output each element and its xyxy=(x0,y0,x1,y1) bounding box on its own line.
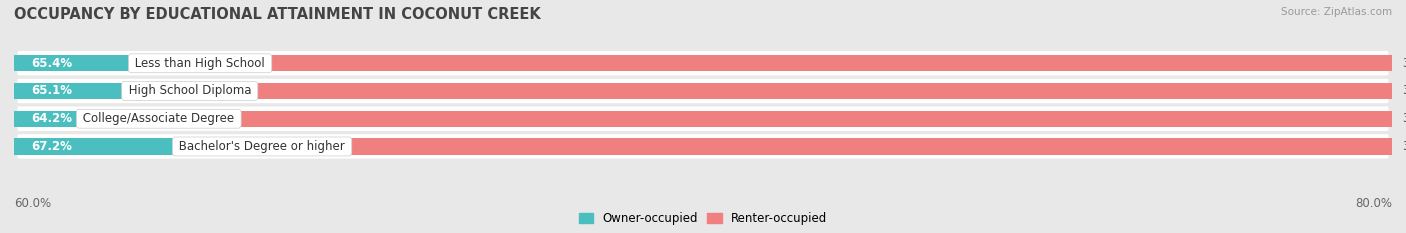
Bar xyxy=(14,138,262,154)
Text: 67.2%: 67.2% xyxy=(31,140,72,153)
Text: 34.9%: 34.9% xyxy=(1402,85,1406,97)
FancyBboxPatch shape xyxy=(17,106,1389,131)
Bar xyxy=(159,111,1392,127)
FancyBboxPatch shape xyxy=(17,79,1389,103)
Legend: Owner-occupied, Renter-occupied: Owner-occupied, Renter-occupied xyxy=(574,207,832,230)
Text: Bachelor's Degree or higher: Bachelor's Degree or higher xyxy=(176,140,349,153)
Text: 34.6%: 34.6% xyxy=(1402,57,1406,70)
Text: High School Diploma: High School Diploma xyxy=(125,85,254,97)
FancyBboxPatch shape xyxy=(17,134,1389,159)
Text: 32.8%: 32.8% xyxy=(1402,140,1406,153)
Text: Less than High School: Less than High School xyxy=(131,57,269,70)
Text: College/Associate Degree: College/Associate Degree xyxy=(79,112,238,125)
Bar xyxy=(14,111,159,127)
Text: 35.8%: 35.8% xyxy=(1402,112,1406,125)
Bar xyxy=(262,138,1392,154)
Bar xyxy=(200,55,1392,71)
Text: 65.4%: 65.4% xyxy=(31,57,72,70)
Text: 64.2%: 64.2% xyxy=(31,112,72,125)
Bar xyxy=(190,83,1392,99)
Text: Source: ZipAtlas.com: Source: ZipAtlas.com xyxy=(1281,7,1392,17)
Text: 65.1%: 65.1% xyxy=(31,85,72,97)
FancyBboxPatch shape xyxy=(17,51,1389,75)
Bar xyxy=(14,55,200,71)
Text: 80.0%: 80.0% xyxy=(1355,197,1392,210)
Text: OCCUPANCY BY EDUCATIONAL ATTAINMENT IN COCONUT CREEK: OCCUPANCY BY EDUCATIONAL ATTAINMENT IN C… xyxy=(14,7,541,22)
Text: 60.0%: 60.0% xyxy=(14,197,51,210)
Bar xyxy=(14,83,190,99)
